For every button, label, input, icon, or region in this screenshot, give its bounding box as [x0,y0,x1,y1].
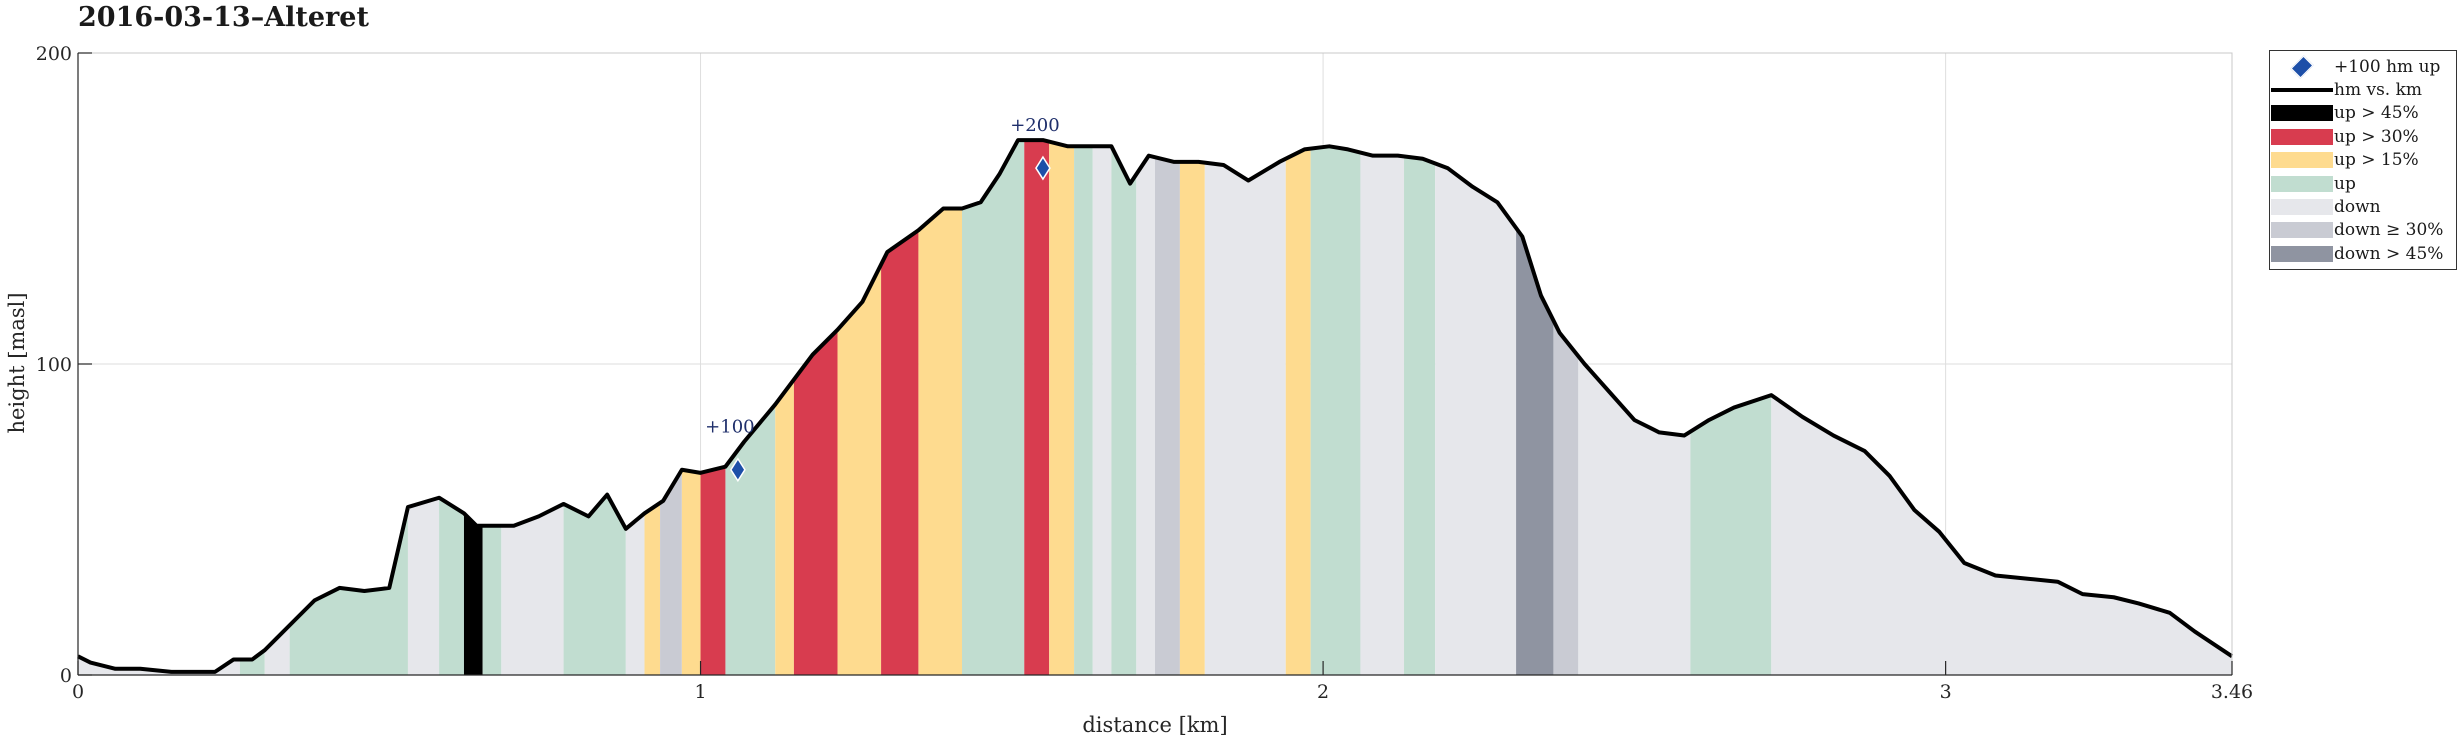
slope-band-up [962,140,1025,675]
slope-band-down-ge-30 [1155,157,1180,675]
slope-band-up [439,497,464,675]
legend-symbol [2270,222,2334,239]
y-tick-label: 0 [60,665,72,687]
slope-band-down [407,497,440,675]
x-tick-label: 1 [694,681,706,703]
slope-band-down [264,625,290,675]
color-swatch [2271,222,2333,239]
slope-band-up-gt-30 [793,329,838,675]
slope-band-up [725,404,776,675]
legend: +100 hm up hm vs. km up > 45% up > 30% up > … [2269,50,2457,270]
slope-band-up [1111,146,1137,676]
slope-band-down [1204,158,1286,676]
legend-symbol [2270,175,2334,192]
profile-line-group [77,138,2234,674]
slope-band-down-gt-45 [1516,227,1554,675]
elevation-chart: +100 +200 0 1 2 3 3.46 0 100 200 distance [km] h… [5,43,2253,737]
color-swatch [2271,199,2333,216]
x-tick-label: 0 [72,681,84,703]
slope-band-up-gt-15 [1179,161,1205,676]
y-tick-label: 200 [36,43,72,65]
x-tick-label: 2 [1317,681,1329,703]
color-swatch [2271,105,2333,122]
slope-band-up-gt-15 [644,502,661,675]
hm-up-marker [1035,155,1051,181]
slope-band-up [482,525,502,675]
legend-item: up > 30% [2270,125,2456,148]
legend-label: up > 15% [2334,150,2419,171]
slope-band-down-ge-30 [660,469,682,675]
legend-label: up [2334,173,2356,194]
color-swatch [2271,152,2333,169]
slope-band-up-gt-15 [681,469,701,675]
slope-band-up [1074,146,1093,676]
legend-symbol [2270,199,2334,216]
legend-item: up [2270,172,2456,195]
y-axis-label: height [masl] [5,292,29,433]
slope-band-down [1136,155,1155,675]
legend-symbol [2270,128,2334,145]
slope-band-up [1404,156,1436,676]
slope-band-down [1771,395,2232,675]
x-tick-label: 3.46 [2211,681,2253,703]
legend-item: hm vs. km [2270,78,2456,101]
slope-band-up [1310,146,1361,676]
legend-label: down ≥ 30% [2334,220,2444,241]
profile-line [77,138,2234,674]
legend-item: down [2270,195,2456,218]
legend-label: up > 30% [2334,126,2419,147]
tick-labels: 0 1 2 3 3.46 0 100 200 [36,43,2253,703]
legend-label: down > 45% [2334,243,2444,264]
chart-title: 2016-03-13–Alteret [78,2,369,33]
legend-item: down > 45% [2270,242,2456,265]
slope-band-down [1435,163,1517,675]
hm-up-marker [730,457,746,483]
slope-band-down [625,513,645,675]
legend-symbol [2270,152,2334,169]
color-swatch [2271,175,2333,192]
legend-item: up > 45% [2270,102,2456,125]
slope-band-down [1360,152,1405,675]
line-swatch [2271,88,2333,93]
hm-up-marker-label: +200 [1010,115,1059,136]
diamond-marker-icon [2290,55,2314,79]
slope-band-down [1092,146,1112,676]
legend-symbol [2270,245,2334,262]
legend-item: down ≥ 30% [2270,219,2456,242]
slope-band-up [563,494,626,675]
slope-band-down-ge-30 [1553,320,1579,675]
slope-band-up-gt-30 [881,230,919,675]
legend-label: up > 45% [2334,103,2419,124]
plot-frame [77,52,2233,676]
slope-band-up-gt-45 [463,513,483,675]
legend-symbol [2270,55,2334,79]
slope-bands [78,140,2232,676]
marker-group: +100 +200 [705,115,1060,483]
slope-band-up-gt-15 [775,379,794,675]
legend-item: +100 hm up [2270,55,2456,79]
hm-up-marker-label: +100 [705,417,754,438]
legend-symbol [2270,88,2334,93]
y-tick-label: 100 [36,354,72,376]
legend-item: up > 15% [2270,149,2456,172]
slope-band-up-gt-15 [837,264,882,675]
slope-band-up-gt-15 [918,208,963,675]
slope-band-up-gt-30 [1024,140,1050,675]
x-tick-label: 3 [1940,681,1952,703]
slope-band-up-gt-15 [1049,141,1075,675]
color-swatch [2271,128,2333,145]
slope-band-down [501,503,564,675]
legend-label: +100 hm up [2334,56,2441,77]
slope-band-up-gt-15 [1285,148,1311,675]
slope-band-down [1578,356,1691,675]
color-swatch [2271,245,2333,262]
legend-symbol [2270,105,2334,122]
slope-band-up-gt-30 [700,466,726,675]
slope-band-up [1690,395,1772,675]
x-axis-label: distance [km] [1082,713,1227,737]
legend-label: down [2334,197,2381,218]
legend-label: hm vs. km [2334,80,2423,101]
